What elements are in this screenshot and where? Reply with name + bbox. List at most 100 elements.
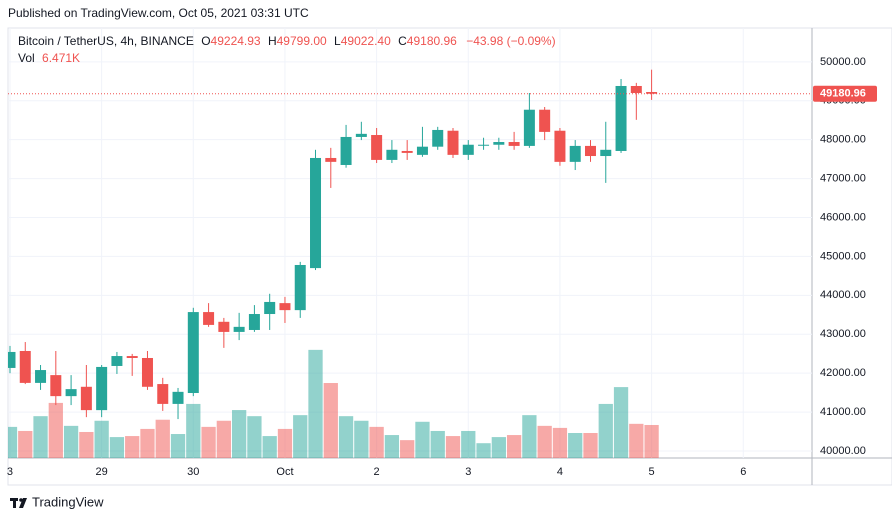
volume-bar bbox=[400, 440, 415, 458]
volume-bar bbox=[613, 387, 629, 458]
volume-bar bbox=[109, 437, 125, 458]
y-tick-label: 50000.00 bbox=[820, 56, 866, 68]
candle-body bbox=[493, 142, 505, 145]
brand-name: TradingView bbox=[32, 494, 104, 509]
legend-change: −43.98 (−0.09%) bbox=[466, 34, 555, 48]
last-price-badge bbox=[813, 85, 877, 102]
x-tick-label: 30 bbox=[187, 466, 199, 478]
candle-body bbox=[65, 389, 77, 397]
candle-body bbox=[630, 85, 642, 93]
volume-bar bbox=[430, 430, 445, 458]
candle-body bbox=[126, 356, 138, 358]
volume-bar bbox=[506, 435, 522, 458]
volume-bar bbox=[293, 415, 308, 458]
volume-bar bbox=[18, 430, 33, 458]
candle-body bbox=[80, 386, 92, 411]
candle-body bbox=[325, 157, 337, 162]
volume-bar bbox=[461, 430, 476, 458]
volume-bar bbox=[48, 402, 63, 458]
candle-body bbox=[386, 149, 398, 160]
volume-bar bbox=[522, 415, 537, 458]
volume-bar bbox=[598, 403, 613, 458]
candle-body bbox=[157, 384, 169, 404]
volume-bar bbox=[63, 425, 79, 458]
volume-bar bbox=[216, 420, 231, 458]
candle-body bbox=[340, 136, 352, 165]
brand-logo bbox=[10, 498, 27, 508]
legend-key: L bbox=[334, 34, 341, 48]
volume-key: Vol bbox=[18, 51, 35, 65]
volume-bar bbox=[323, 383, 338, 458]
legend-key: H bbox=[268, 34, 277, 48]
volume-bar bbox=[140, 428, 155, 458]
y-tick-label: 44000.00 bbox=[820, 289, 866, 301]
volume-bar bbox=[155, 419, 170, 458]
x-tick-label: 4 bbox=[557, 466, 563, 478]
candle-body bbox=[50, 375, 62, 397]
candle-body bbox=[233, 326, 245, 332]
x-tick-label: 2 bbox=[374, 466, 380, 478]
candle-body bbox=[294, 264, 306, 311]
legend-key: C bbox=[398, 34, 407, 48]
axes: 40000.00 41000.00 42000.00 43000.00 44000.00… bbox=[7, 56, 877, 478]
x-tick-label: Oct bbox=[276, 466, 293, 478]
candle-body bbox=[508, 142, 520, 146]
volume-bar bbox=[445, 436, 461, 458]
volume-value: 6.471K bbox=[42, 51, 80, 65]
legend-value: 49180.96 bbox=[407, 34, 457, 48]
published-note: Published on TradingView.com, Oct 05, 20… bbox=[8, 6, 309, 20]
candle-body bbox=[569, 145, 581, 162]
candle-body bbox=[19, 350, 31, 383]
legend-row: Bitcoin / TetherUS, 4h, BINANCE O49224.9… bbox=[18, 34, 556, 48]
candle-body bbox=[615, 85, 627, 151]
candle-body bbox=[310, 157, 322, 269]
candle-body bbox=[355, 133, 367, 137]
volume-bar bbox=[583, 433, 598, 458]
legend-value: 49799.00 bbox=[277, 34, 327, 48]
y-tick-label: 47000.00 bbox=[820, 173, 866, 185]
candle-body bbox=[554, 130, 566, 162]
y-tick-label: 43000.00 bbox=[820, 328, 866, 340]
y-tick-label: 46000.00 bbox=[820, 211, 866, 223]
candle-body bbox=[600, 149, 612, 157]
candle-body bbox=[371, 135, 383, 160]
volume-bar bbox=[231, 410, 247, 458]
volume-bar bbox=[247, 416, 262, 458]
volume-bar bbox=[415, 421, 430, 458]
candle-body bbox=[141, 357, 153, 387]
volume-bar bbox=[568, 433, 583, 458]
candle-body bbox=[432, 129, 444, 147]
volume-bar bbox=[308, 349, 323, 458]
volume-bar bbox=[277, 428, 293, 458]
volume-bar bbox=[186, 403, 201, 458]
logo-slash bbox=[19, 498, 27, 508]
grid bbox=[8, 28, 812, 458]
volume-bar bbox=[125, 436, 140, 458]
x-tick-label: 29 bbox=[96, 466, 108, 478]
logo-stem bbox=[13, 498, 16, 508]
y-tick-label: 41000.00 bbox=[820, 406, 866, 418]
volume-bar bbox=[476, 443, 491, 458]
candle-body bbox=[8, 351, 16, 368]
volume-bar bbox=[338, 416, 354, 458]
candle-body bbox=[447, 130, 459, 155]
volume-bar bbox=[79, 431, 94, 458]
volume-bar bbox=[201, 426, 216, 458]
legend-value: 49022.40 bbox=[341, 34, 391, 48]
volume-bar bbox=[94, 420, 109, 458]
candle-body bbox=[478, 144, 490, 146]
candle-body bbox=[111, 356, 123, 366]
volume-bar bbox=[8, 426, 18, 458]
y-tick-label: 40000.00 bbox=[820, 445, 866, 457]
candle-body bbox=[248, 314, 260, 330]
legend-key: O bbox=[201, 34, 210, 48]
candle-body bbox=[187, 312, 199, 394]
candle-body bbox=[539, 109, 551, 132]
symbol: Bitcoin / TetherUS, 4h, BINANCE bbox=[18, 34, 194, 48]
candle-body bbox=[416, 146, 428, 155]
y-tick-label: 42000.00 bbox=[820, 367, 866, 379]
last-price-label: 49180.96 bbox=[820, 88, 866, 100]
y-tick-label: 45000.00 bbox=[820, 250, 866, 262]
